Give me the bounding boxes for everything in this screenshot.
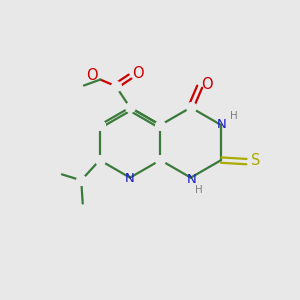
Text: N: N — [187, 172, 196, 186]
Text: N: N — [217, 118, 227, 130]
Text: O: O — [201, 77, 213, 92]
Text: S: S — [250, 154, 260, 169]
Text: O: O — [132, 66, 143, 81]
Text: H: H — [230, 110, 238, 121]
Text: N: N — [124, 172, 134, 185]
Text: H: H — [195, 185, 203, 195]
Text: O: O — [86, 68, 98, 83]
